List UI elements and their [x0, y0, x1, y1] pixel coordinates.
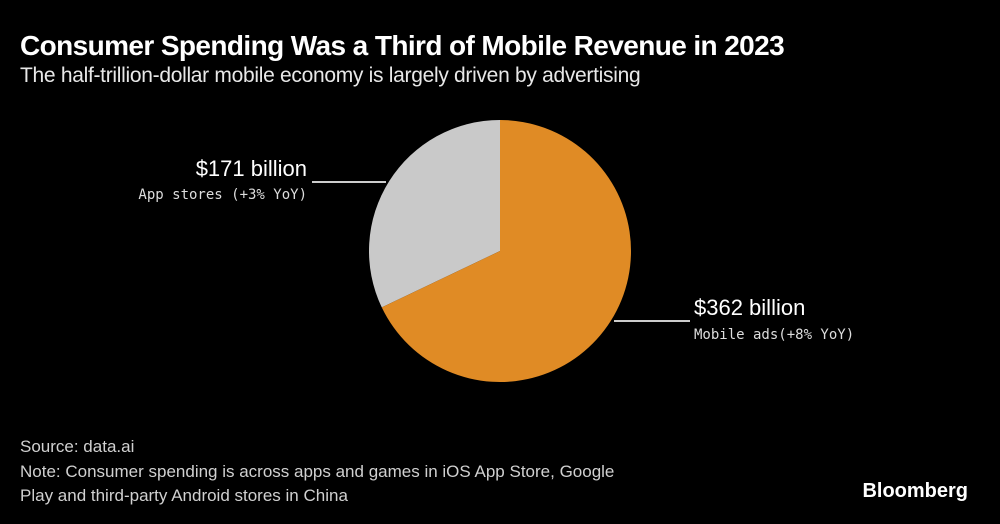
- footnote-line-1: Note: Consumer spending is across apps a…: [20, 462, 615, 481]
- app-stores-category-label: App stores (+3% YoY): [138, 187, 307, 203]
- chart-title: Consumer Spending Was a Third of Mobile …: [20, 30, 785, 61]
- chart-subtitle: The half-trillion-dollar mobile economy …: [20, 64, 641, 87]
- source-note: Source: data.ai: [20, 437, 135, 456]
- bloomberg-logo: Bloomberg: [862, 480, 968, 502]
- footnote-line-2: Play and third-party Android stores in C…: [20, 486, 348, 505]
- mobile-ads-value-label: $362 billion: [694, 295, 806, 320]
- app-stores-value-label: $171 billion: [195, 156, 307, 181]
- pie-slice-app-stores: [369, 120, 500, 308]
- pie-slice-mobile-ads: [381, 120, 631, 383]
- mobile-ads-category-label: Mobile ads(+8% YoY): [694, 327, 855, 343]
